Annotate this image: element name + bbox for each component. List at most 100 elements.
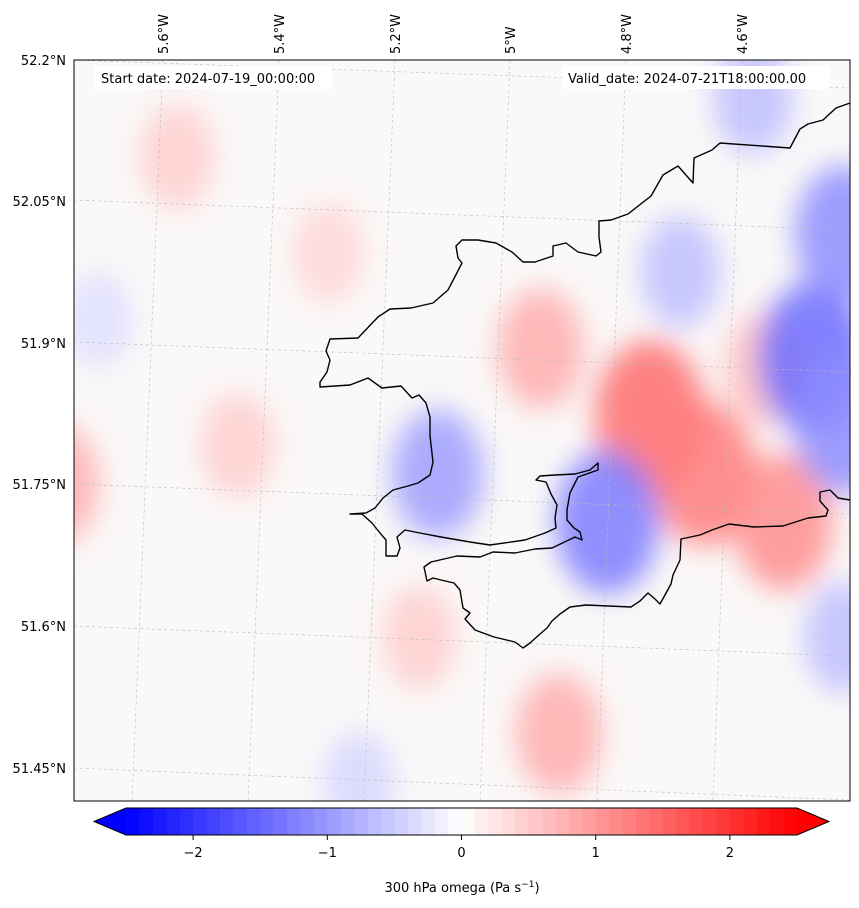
descent-anomaly	[497, 288, 584, 409]
colorbar-min-extend	[94, 808, 126, 835]
colorbar-cell	[394, 808, 409, 835]
colorbar-cell	[716, 808, 731, 835]
valid-date-label: Valid_date: 2024-07-21T18:00:00.00	[568, 72, 806, 87]
colorbar-tick-label: −1	[318, 846, 337, 861]
longitude-labels: 5.6°W 5.4°W 5.2°W 5°W 4.8°W 4.6°W	[157, 14, 751, 54]
colorbar-tick-label: 1	[592, 846, 600, 861]
colorbar-cell	[501, 808, 516, 835]
colorbar-tick-label: −2	[184, 846, 203, 861]
colorbar-cell	[126, 808, 141, 835]
coastline	[319, 102, 850, 649]
colorbar-cell	[273, 808, 288, 835]
colorbar-outline	[92, 807, 831, 836]
colorbar-cell	[528, 808, 543, 835]
colorbar-cell	[287, 808, 302, 835]
descent-anomaly	[516, 673, 602, 794]
colorbar-cell	[609, 808, 624, 835]
colorbar-cell	[246, 808, 261, 835]
colorbar-cell	[488, 808, 503, 835]
colorbar-cell	[770, 808, 785, 835]
descent-anomaly	[734, 453, 833, 590]
colorbar-max-extend	[797, 808, 829, 835]
colorbar-cell	[555, 808, 570, 835]
ascent-anomaly	[323, 731, 395, 801]
ascent-anomaly	[640, 215, 721, 328]
ascent-anomaly	[794, 165, 850, 302]
colorbar-cell	[662, 808, 677, 835]
colorbar-ticks: −2 −1 0 1 2	[184, 835, 734, 861]
colorbar-cell	[568, 808, 583, 835]
colorbar-cell	[515, 808, 530, 835]
ascent-anomaly	[391, 409, 484, 538]
colorbar-tick-label: 2	[726, 846, 734, 861]
colorbar-cell	[689, 808, 704, 835]
colorbar-cell	[729, 808, 744, 835]
ascent-anomaly	[794, 357, 850, 494]
colorbar-cell	[756, 808, 771, 835]
colorbar-cell	[434, 808, 449, 835]
lat-label: 51.9°N	[21, 337, 66, 352]
lon-label: 5.2°W	[389, 14, 404, 54]
colorbar-cell	[622, 808, 637, 835]
graticule	[74, 60, 850, 801]
colorbar-cell	[166, 808, 181, 835]
descent-anomaly	[293, 202, 365, 303]
lat-label: 52.2°N	[21, 54, 66, 69]
colorbar-cell	[542, 808, 557, 835]
colorbar-cell	[743, 808, 758, 835]
colorbar-cell	[219, 808, 234, 835]
colorbar-cell	[206, 808, 221, 835]
lon-label: 4.6°W	[736, 14, 751, 54]
colorbar-cell	[582, 808, 597, 835]
descent-anomaly	[200, 392, 275, 497]
colorbar-cell	[233, 808, 248, 835]
descent-anomaly	[652, 401, 757, 546]
ascent-anomaly	[803, 581, 850, 694]
colorbar-cell	[649, 808, 664, 835]
lat-label: 51.45°N	[13, 762, 66, 777]
valid-date-box: Valid_date: 2024-07-21T18:00:00.00	[562, 66, 830, 89]
lon-label: 5°W	[504, 26, 519, 54]
colorbar-cell	[300, 808, 315, 835]
colorbar-cell	[354, 808, 369, 835]
colorbar-gradient	[126, 808, 798, 835]
lon-label: 4.8°W	[620, 14, 635, 54]
colorbar-cell	[421, 808, 436, 835]
descent-anomaly	[74, 429, 99, 538]
ascent-anomaly	[713, 60, 793, 155]
colorbar-label: 300 hPa omega (Pa s−1)	[384, 880, 539, 896]
lat-label: 52.05°N	[13, 195, 66, 210]
colorbar: −2 −1 0 1 2 300 hPa omega (Pa s−1)	[92, 807, 831, 896]
colorbar-tick-label: 0	[457, 846, 465, 861]
descent-anomaly	[382, 585, 457, 690]
lat-label: 51.75°N	[13, 478, 66, 493]
start-date-box: Start date: 2024-07-19_00:00:00	[94, 66, 332, 89]
colorbar-cell	[461, 808, 476, 835]
colorbar-cell	[783, 808, 798, 835]
colorbar-cell	[380, 808, 395, 835]
colorbar-cell	[703, 808, 718, 835]
colorbar-cell	[152, 808, 167, 835]
colorbar-cell	[313, 808, 328, 835]
latitude-labels: 52.2°N 52.05°N 51.9°N 51.75°N 51.6°N 51.…	[13, 54, 66, 777]
colorbar-cell	[474, 808, 489, 835]
colorbar-cell	[676, 808, 691, 835]
colorbar-cell	[635, 808, 650, 835]
colorbar-cell	[407, 808, 422, 835]
map-frame	[73, 59, 851, 802]
descent-anomaly	[140, 104, 215, 209]
colorbar-cell	[260, 808, 275, 835]
colorbar-cell	[595, 808, 610, 835]
lon-label: 5.6°W	[157, 14, 172, 54]
colorbar-cell	[139, 808, 154, 835]
colorbar-cell	[327, 808, 342, 835]
colorbar-cell	[193, 808, 208, 835]
colorbar-cell	[448, 808, 463, 835]
colorbar-cell	[179, 808, 194, 835]
colorbar-cell	[367, 808, 382, 835]
start-date-label: Start date: 2024-07-19_00:00:00	[101, 72, 315, 87]
map-panel	[73, 59, 851, 802]
ascent-anomaly	[555, 449, 660, 594]
lat-label: 51.6°N	[21, 620, 66, 635]
